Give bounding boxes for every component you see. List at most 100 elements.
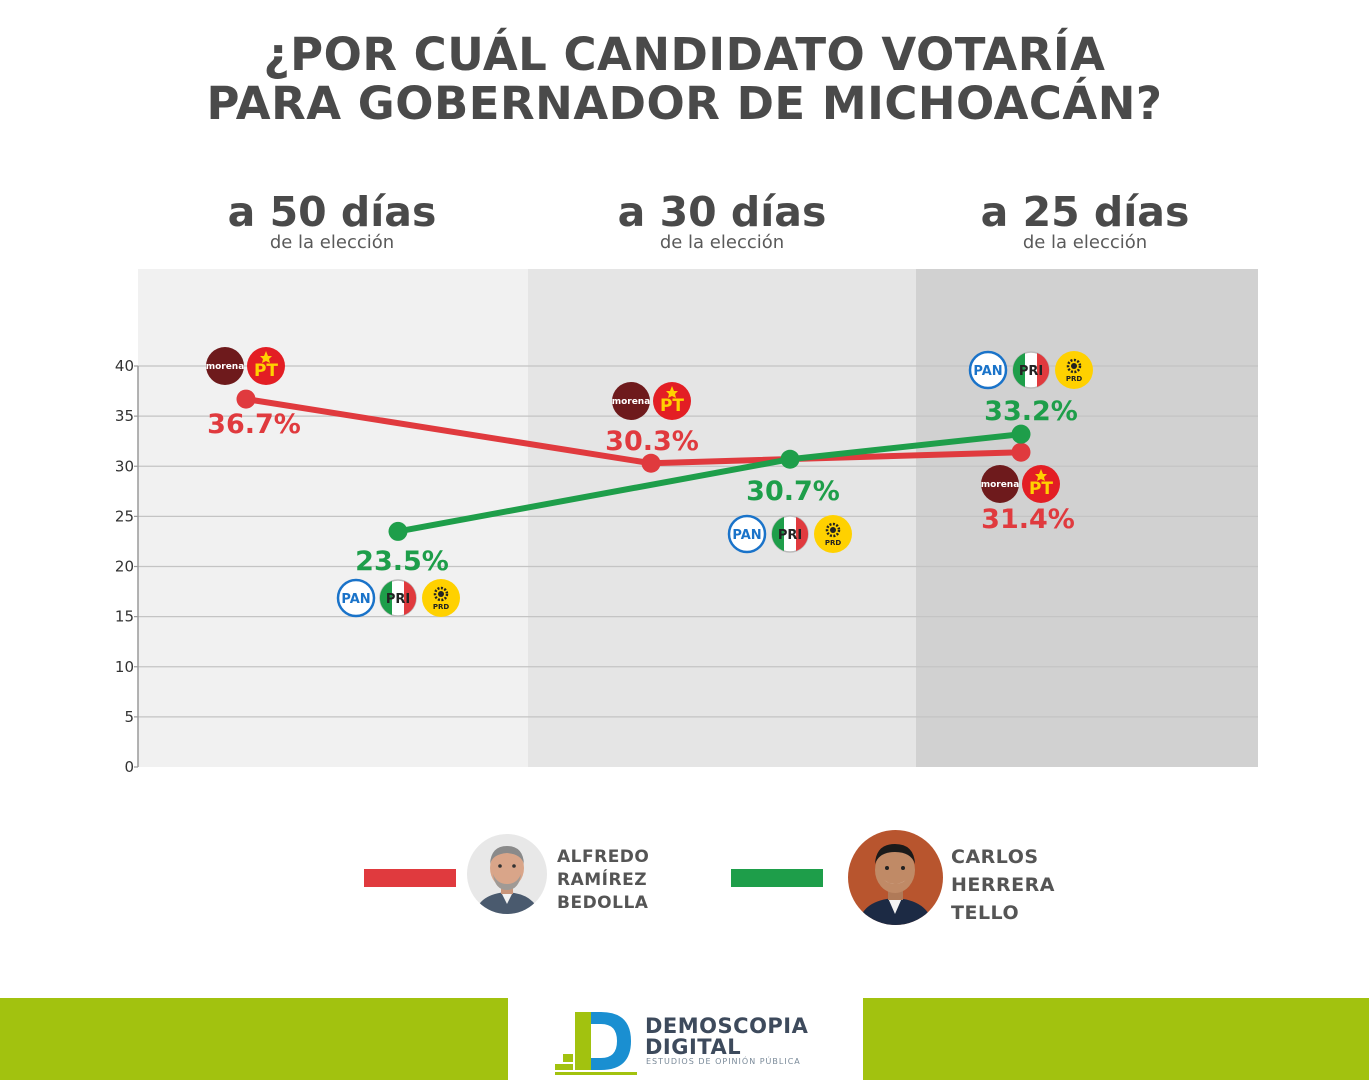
period-3-label: a 25 días	[980, 188, 1190, 236]
pri-icon: PRI	[771, 515, 809, 553]
data-label-1-0: 23.5%	[355, 546, 449, 577]
footer-band-right	[863, 998, 1369, 1080]
period-1-sublabel: de la elección	[269, 232, 395, 253]
morena-icon-circle	[612, 382, 650, 420]
morena-icon-circle	[981, 465, 1019, 503]
pri-icon-text: PRI	[1019, 364, 1043, 379]
data-point-1-2	[1011, 424, 1031, 444]
pt-icon-circle	[653, 382, 691, 420]
data-point-1-0	[388, 521, 408, 541]
logo-name-2: DIGITAL	[645, 1035, 742, 1059]
morena-icon: morena	[981, 465, 1020, 503]
legend-herrera-line-1: CARLOS	[951, 846, 1039, 868]
prd-icon-sun-center	[438, 591, 444, 597]
pri-icon-green	[379, 581, 392, 615]
pt-icon-circle	[247, 347, 285, 385]
demoscopia-logo-icon	[555, 1012, 637, 1075]
pan-icon-text: PAN	[973, 364, 1002, 379]
morena-icon-text: morena	[206, 362, 245, 372]
period-header-3: a 25 días de la elección	[920, 190, 1250, 252]
pt-icon-star	[260, 351, 272, 363]
chart-title: ¿POR CUÁL CANDIDATO VOTARÍA PARA GOBERNA…	[0, 30, 1369, 128]
title-line-2: PARA GOBERNADOR DE MICHOACÁN?	[206, 77, 1163, 130]
period-header-2: a 30 días de la elección	[557, 190, 887, 252]
y-tick-label-20: 20	[115, 558, 134, 576]
pri-icon-text: PRI	[386, 592, 410, 607]
period-2-label: a 30 días	[617, 188, 827, 236]
data-labels: 36.7% 30.3% 31.4% 23.5% 30.7% 33.2%	[207, 396, 1078, 577]
pri-icon-red	[796, 517, 809, 551]
legend-ramirez-line-1: ALFREDO	[557, 847, 650, 867]
y-tick-label-25: 25	[115, 507, 134, 525]
prd-icon-text: PRD	[825, 539, 842, 547]
period-2-sublabel: de la elección	[659, 232, 785, 253]
avatar-herrera	[848, 830, 943, 925]
data-label-1-1: 30.7%	[746, 476, 840, 507]
pri-icon-text: PRI	[778, 528, 802, 543]
prd-icon-sun-center	[830, 527, 836, 533]
data-label-1-2: 33.2%	[984, 396, 1078, 427]
pt-icon: PT	[1022, 465, 1060, 503]
period-header-1: a 50 días de la elección	[167, 190, 497, 252]
morena-icon-text: morena	[981, 480, 1020, 490]
title-line-1: ¿POR CUÁL CANDIDATO VOTARÍA	[263, 28, 1106, 81]
prd-icon: PRD	[1055, 351, 1093, 389]
logo-name-1: DEMOSCOPIA	[645, 1014, 809, 1038]
band-25-dias	[916, 269, 1258, 767]
pan-icon: PAN	[727, 514, 767, 554]
pan-icon-circle	[727, 514, 767, 554]
party-icons: morena PT morena PT morena PT PAN PRI PRD PAN PRI P…	[206, 347, 1093, 618]
y-tick-label-15: 15	[115, 608, 134, 626]
legend-herrera-line-3: TELLO	[951, 902, 1020, 924]
pt-icon-text: PT	[1029, 479, 1053, 499]
data-label-0-0: 36.7%	[207, 409, 301, 440]
band-30-dias	[528, 269, 916, 767]
legend-herrera-line-2: HERRERA	[951, 874, 1055, 896]
data-point-0-2	[1011, 442, 1031, 462]
prd-icon-sun	[825, 522, 841, 538]
legend-ramirez-line-2: RAMÍREZ	[557, 870, 648, 890]
avatar-ramirez	[467, 834, 547, 914]
prd-icon-circle	[422, 579, 460, 617]
pri-icon-red	[1037, 353, 1050, 387]
series-lines	[236, 389, 1031, 541]
pan-icon: PAN	[336, 578, 376, 618]
data-label-0-1: 30.3%	[605, 426, 699, 457]
prd-icon: PRD	[422, 579, 460, 617]
y-tick-label-35: 35	[115, 407, 134, 425]
morena-icon-circle	[206, 347, 244, 385]
pan-icon-circle	[336, 578, 376, 618]
pan-icon: PAN	[968, 350, 1008, 390]
prd-icon-text: PRD	[433, 603, 450, 611]
morena-icon-text: morena	[612, 397, 651, 407]
morena-icon: morena	[206, 347, 245, 385]
footer-band-left	[0, 998, 508, 1080]
prd-icon-circle	[814, 515, 852, 553]
prd-icon: PRD	[814, 515, 852, 553]
y-tick-label-5: 5	[124, 708, 134, 726]
data-point-1-1	[780, 449, 800, 469]
pan-icon-circle	[968, 350, 1008, 390]
prd-icon-text: PRD	[1066, 375, 1083, 383]
data-label-0-2: 31.4%	[981, 504, 1075, 535]
pan-icon-text: PAN	[732, 528, 761, 543]
pt-icon-text: PT	[660, 396, 684, 416]
pt-icon-star	[666, 386, 678, 398]
pt-icon-text: PT	[254, 361, 278, 381]
y-tick-label-40: 40	[115, 357, 134, 375]
pt-icon-star	[1035, 469, 1047, 481]
pri-icon: PRI	[1012, 351, 1050, 389]
data-point-0-0	[236, 389, 256, 409]
morena-icon: morena	[612, 382, 651, 420]
pt-icon-circle	[1022, 465, 1060, 503]
prd-icon-sun-center	[1071, 363, 1077, 369]
data-point-0-1	[641, 453, 661, 473]
legend-name-herrera: CARLOS HERRERA TELLO	[951, 843, 1055, 927]
pan-icon-text: PAN	[341, 592, 370, 607]
prd-icon-circle	[1055, 351, 1093, 389]
pri-icon-green	[1012, 353, 1025, 387]
y-axis-ticks: 0 5 10 15 20 25 30 35 40	[115, 357, 138, 776]
legend-swatch-ramirez	[364, 869, 456, 887]
y-tick-label-0: 0	[124, 758, 134, 776]
